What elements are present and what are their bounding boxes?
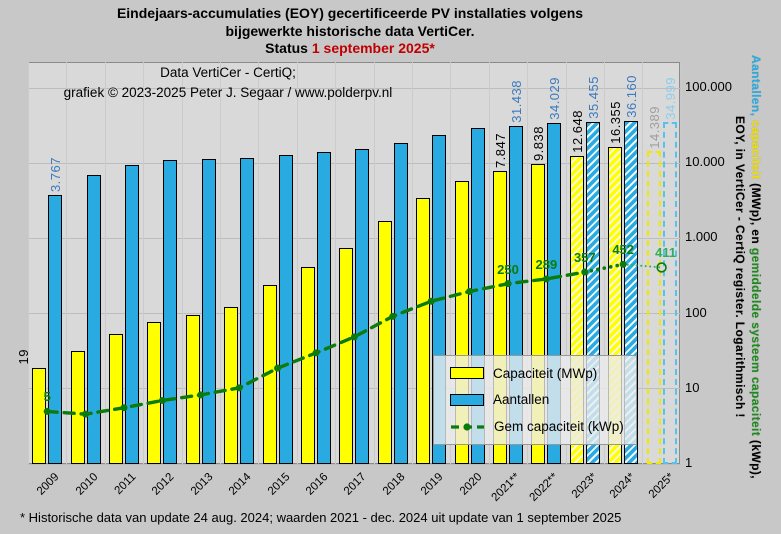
copyright-line: grafiek © 2023-2025 Peter J. Segaar / ww… [63, 85, 393, 100]
gridline-v [143, 62, 145, 464]
status-date: 1 september 2025* [311, 40, 435, 56]
y-axis-title-part: Aantallen, [749, 55, 763, 117]
bar-capaciteit-2015 [262, 285, 277, 464]
legend-item-aantallen: Aantallen [450, 392, 636, 407]
legend-item-gem-capaciteit: Gem capaciteit (kWp) [450, 419, 636, 434]
gridline-h [28, 162, 681, 164]
gem-capaciteit-label-2009: 5 [43, 389, 51, 405]
gridline-h [28, 87, 681, 89]
gridline-v [450, 62, 452, 464]
y-axis-title-eoy: EOY, in VertiCer - CertiQ register. Loga… [733, 116, 747, 418]
gridline-h [28, 463, 681, 465]
gridline-v [66, 62, 68, 464]
y-tick-label: 100 [685, 304, 707, 320]
y-tick-label: 10 [685, 379, 700, 395]
bar-capaciteit-2018 [377, 221, 392, 464]
legend-label-gem-capaciteit: Gem capaciteit (kWp) [494, 419, 624, 435]
legend-label-aantallen: Aantallen [493, 392, 550, 408]
gridline-v [335, 62, 337, 464]
bar-capaciteit-2017 [339, 247, 354, 464]
gridline-v [258, 62, 260, 464]
bar-capaciteit-2019 [416, 198, 431, 464]
value-label-aantallen-2023*: 35.455 [585, 76, 601, 119]
legend-label-capaciteit: Capaciteit (MWp) [493, 365, 598, 381]
gridline-v [181, 62, 183, 464]
bar-aantallen-2014 [240, 157, 255, 464]
legend-item-capaciteit: Capaciteit (MWp) [450, 366, 636, 381]
title-status-line: Status 1 september 2025* [0, 40, 700, 58]
bar-aantallen-2009 [48, 195, 63, 464]
value-label-aantallen-2022**: 34.029 [547, 77, 563, 121]
bar-capaciteit-2025* [646, 151, 661, 464]
bar-aantallen-2013 [201, 158, 216, 464]
bar-aantallen-2025* [662, 122, 677, 464]
gridline-v [680, 62, 682, 464]
gem-capaciteit-label-2023*: 357 [573, 250, 596, 266]
gridline-v [565, 62, 567, 464]
value-label-capaciteit-2022**: 9.838 [531, 125, 547, 161]
aantallen-swatch-icon [450, 393, 484, 406]
gridline-v [220, 62, 221, 464]
gridline-v [412, 62, 413, 464]
y-tick-label: 100.000 [685, 79, 732, 94]
y-axis-title-part: capaciteit [749, 116, 763, 180]
gridline-v [373, 62, 375, 464]
value-label-aantallen-2009: 3.767 [48, 157, 64, 193]
source-line: Data VertiCer - CertiQ; [160, 65, 296, 80]
title-line1: Eindejaars-accumulaties (EOY) gecertific… [116, 5, 584, 21]
y-axis-title-part: (kWp), [749, 436, 763, 479]
gridline-v [296, 62, 298, 464]
bar-aantallen-2012 [163, 159, 178, 464]
bar-aantallen-2015 [278, 155, 293, 464]
gridline-v [488, 62, 490, 464]
chart-source-header: Data VertiCer - CertiQ; grafiek © 2023-2… [28, 63, 428, 103]
bar-capaciteit-2014 [224, 307, 239, 464]
bar-capaciteit-2009 [32, 367, 47, 464]
value-label-capaciteit-2024*: 16.355 [608, 101, 624, 145]
value-label-aantallen-2024*: 36.160 [624, 75, 640, 119]
y-axis-title-part: (MWp), en [749, 179, 763, 248]
y-axis-title-colored: Aantallen, capaciteit (MWp), en gemiddel… [747, 0, 763, 534]
y-axis-title-part: gemiddelde systeem capaciteit [749, 247, 763, 437]
y-tick-label: 1 [685, 455, 693, 470]
value-label-capaciteit-2023*: 12.648 [569, 109, 585, 153]
gridline-h [28, 237, 681, 239]
green-dash-line-icon [451, 423, 484, 431]
bar-capaciteit-2011 [109, 333, 123, 464]
gem-capaciteit-label-2025*: 411 [655, 245, 677, 261]
bar-capaciteit-2016 [301, 266, 315, 464]
chart-title: Eindejaars-accumulaties (EOY) gecertific… [0, 5, 700, 58]
value-label-capaciteit-2025*: 14.389 [646, 105, 662, 149]
gem-capaciteit-label-2022**: 289 [535, 256, 558, 272]
title-line2: bijgewerkte historische data VertiCer. [225, 22, 475, 39]
gridline-v [28, 62, 29, 464]
gridline-v [104, 62, 106, 464]
value-label-capaciteit-2009: 19 [16, 349, 32, 365]
gem-capaciteit-label-2024*: 452 [612, 242, 635, 258]
gem-capaciteit-label-2021**: 250 [497, 261, 519, 277]
gridline-v [642, 62, 644, 464]
bar-capaciteit-2010 [70, 350, 85, 464]
status-prefix: Status [265, 40, 312, 56]
y-tick-label: 10.000 [685, 154, 725, 170]
gridline-v [527, 62, 529, 464]
bar-capaciteit-2013 [185, 314, 200, 464]
y-tick-label: 1.000 [685, 229, 718, 245]
legend: Capaciteit (MWp) Aantallen Gem capacitei… [433, 355, 637, 445]
bar-aantallen-2011 [125, 164, 139, 464]
value-label-aantallen-2025*: 34.999 [662, 76, 678, 120]
bar-aantallen-2016 [317, 152, 331, 464]
bar-aantallen-2010 [86, 175, 101, 464]
capacity-swatch-icon [450, 367, 484, 380]
value-label-capaciteit-2021**: 7.847 [493, 133, 508, 169]
value-label-aantallen-2021**: 31.438 [509, 80, 524, 123]
bar-capaciteit-2012 [147, 321, 162, 464]
bar-aantallen-2018 [393, 143, 408, 464]
footnote: * Historische data van update 24 aug. 20… [20, 510, 622, 525]
bar-aantallen-2017 [355, 149, 370, 464]
